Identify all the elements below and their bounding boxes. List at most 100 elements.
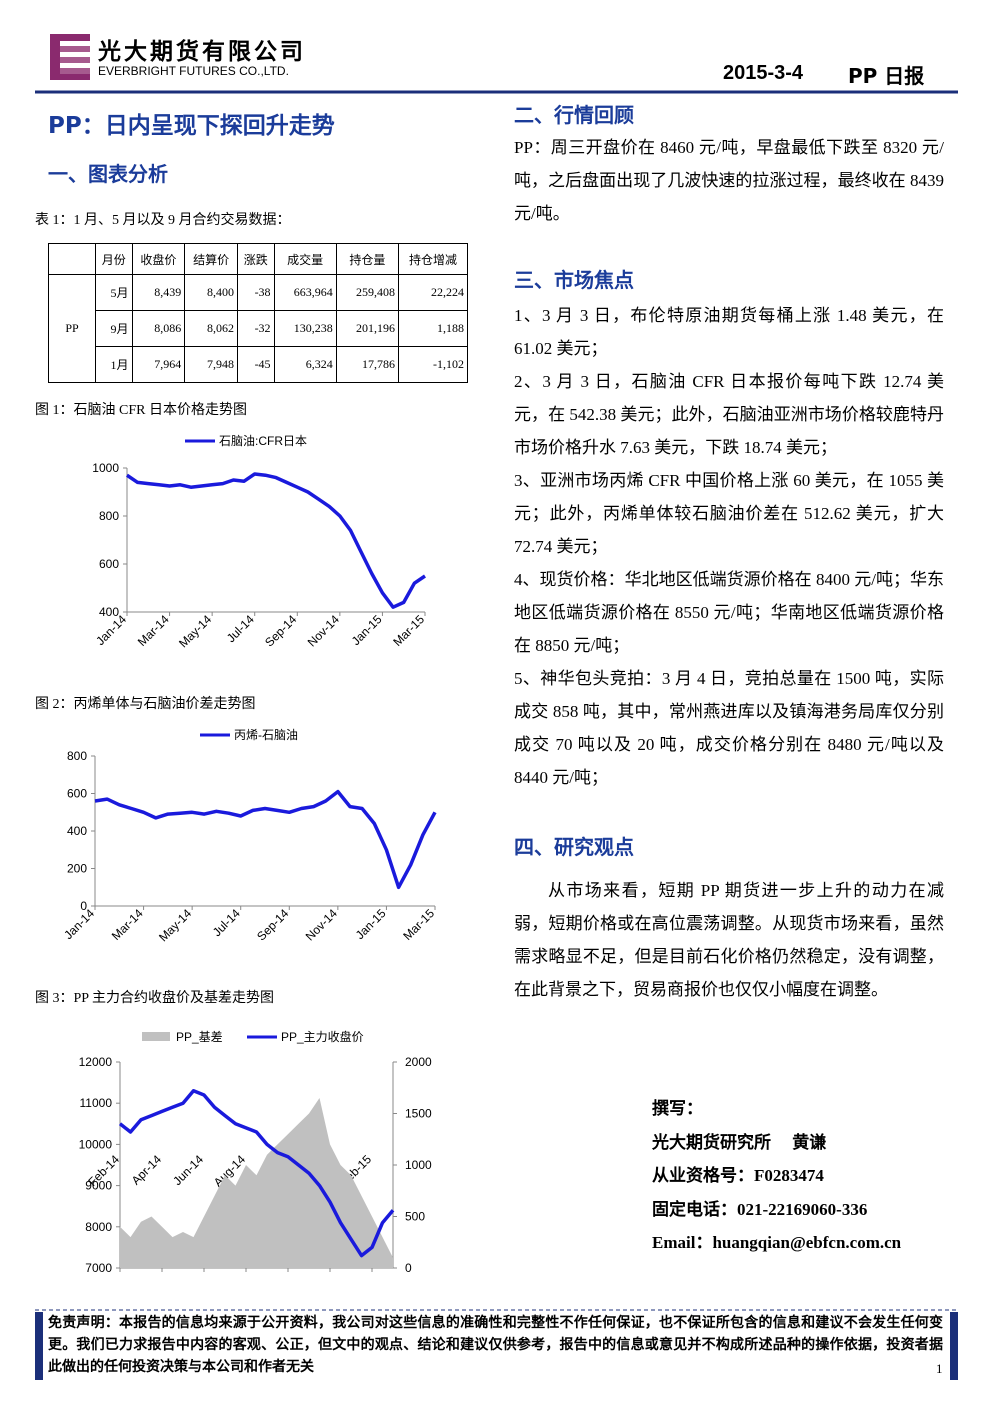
- report-name: PP 日报: [848, 64, 925, 88]
- legend-swatch: [142, 1032, 170, 1041]
- title: PP：日内呈现下探回升走势: [48, 113, 335, 139]
- focus-item: 4、现货价格：华北地区低端货源价格在 8400 元/吨；华东地区低端货源价格在 …: [514, 570, 944, 655]
- table-cell: 8,062: [184, 310, 239, 347]
- y-tick-label: 9000: [85, 1179, 112, 1193]
- table-cell: 5月: [95, 274, 133, 311]
- page-number: 1: [936, 1361, 943, 1376]
- table-cell: -38: [237, 274, 275, 311]
- y-tick-label: 1000: [92, 461, 119, 475]
- y-tick-label: 600: [99, 557, 119, 571]
- column-header: 月份: [95, 243, 133, 275]
- x-tick-label: Apr-14: [129, 1152, 165, 1188]
- table-cell: 6,324: [273, 346, 337, 383]
- logo: [50, 34, 90, 80]
- section-heading: 四、研究观点: [514, 835, 634, 859]
- column-header: 持仓量: [335, 243, 399, 275]
- column-header: 涨跌: [237, 243, 275, 275]
- column-header: 成交量: [273, 243, 337, 275]
- y-tick-label: 400: [99, 605, 119, 619]
- x-tick-label: Jul-14: [210, 906, 243, 939]
- y-tick-label: 400: [67, 824, 87, 838]
- focus-item: 2、3 月 3 日，石脑油 CFR 日本报价每吨下跌 12.74 美元，在 54…: [514, 372, 944, 457]
- y-tick-label: 10000: [79, 1137, 113, 1151]
- x-tick-label: Mar-14: [135, 612, 172, 649]
- table-cell: -45: [237, 346, 275, 383]
- x-tick-label: Sep-14: [254, 906, 291, 943]
- y-tick-label: 7000: [85, 1261, 112, 1275]
- company-en: EVERBRIGHT FUTURES CO.,LTD.: [98, 64, 289, 78]
- table-cell: 8,400: [184, 274, 239, 311]
- focus-item: 1、3 月 3 日，布伦特原油期货每桶上涨 1.48 美元，在 61.02 美元…: [514, 306, 944, 358]
- author-block: 撰写： 光大期货研究所 黄谦 从业资格号：F0283474 固定电话：021-2216…: [652, 1092, 901, 1260]
- y-tick-label: 200: [67, 862, 87, 876]
- paragraph: 从市场来看，短期 PP 期货进一步上升的动力在减弱，短期价格或在高位震荡调整。从…: [514, 881, 944, 999]
- legend-label: PP_主力收盘价: [281, 1029, 364, 1044]
- company-cn: 光大期货有限公司: [98, 39, 306, 65]
- figure-caption: 图 1：石脑油 CFR 日本价格走势图: [35, 403, 247, 418]
- x-tick-label: Jan-14: [61, 906, 97, 942]
- paragraph: PP：周三开盘价在 8460 元/吨，早盘最低下跌至 8320 元/吨，之后盘面…: [514, 138, 944, 223]
- x-tick-label: May-14: [156, 906, 194, 944]
- table-cell: 7,964: [131, 346, 186, 383]
- data-table: 月份 收盘价 结算价 涨跌 成交量 持仓量 持仓增减 PP 5月 8,439 8,400 -38 663…: [48, 243, 469, 383]
- row-group: PP: [48, 274, 96, 383]
- section-heading: 三、市场焦点: [514, 268, 634, 292]
- x-tick-label: Mar-15: [400, 906, 437, 943]
- legend-label: 石脑油:CFR日本: [219, 434, 307, 448]
- line: [118, 1089, 395, 1258]
- figure-caption: 图 3：PP 主力合约收盘价及基差走势图: [35, 991, 275, 1006]
- table-cell: 130,238: [273, 310, 337, 347]
- y2-tick-label: 0: [405, 1261, 412, 1275]
- x-tick-label: Sep-14: [262, 612, 299, 649]
- table-cell: 9月: [95, 310, 133, 347]
- x-tick-label: Jun-14: [170, 1152, 206, 1188]
- table-cell: 8,439: [131, 274, 186, 311]
- column-header: 结算价: [184, 243, 239, 275]
- table-corner: [48, 243, 96, 275]
- table-row: 9月 8,086 8,062 -32 130,238 201,196 1,188: [49, 310, 469, 347]
- table-row: 1月 7,964 7,948 -45 6,324 17,786 -1,102: [49, 346, 469, 383]
- y-tick-label: 0: [80, 899, 87, 913]
- table-row: 月份 收盘价 结算价 涨跌 成交量 持仓量 持仓增减: [48, 243, 469, 275]
- legend-label: 丙烯-石脑油: [234, 728, 298, 742]
- table-cell: -1,102: [397, 346, 469, 383]
- y2-tick-label: 2000: [405, 1055, 432, 1069]
- y-tick-label: 600: [67, 787, 87, 801]
- y-tick-label: 8000: [85, 1220, 112, 1234]
- x-tick-label: Jul-14: [224, 612, 257, 645]
- y-tick-label: 800: [67, 749, 87, 763]
- x-tick-label: Nov-14: [303, 906, 340, 943]
- disclaimer: 免责声明：本报告的信息均来源于公开资料，我公司对这些信息的准确性和完整性不作任何…: [48, 1316, 943, 1375]
- x-tick-label: May-14: [176, 612, 214, 650]
- author-line: 光大期货研究所 黄谦: [652, 1132, 827, 1152]
- table-cell: 201,196: [335, 310, 399, 347]
- y-tick-label: 800: [99, 509, 119, 523]
- focus-item: 3、亚洲市场丙烯 CFR 中国价格上涨 60 美元，在 1055 美元；此外，丙…: [514, 471, 944, 556]
- table-row: PP 5月 8,439 8,400 -38 663,964 259,408 22,224: [48, 274, 469, 383]
- table-caption: 表 1：1 月、5 月以及 9 月合约交易数据：: [35, 213, 291, 228]
- x-tick-label: Jan-15: [349, 612, 385, 648]
- table-cell: 1,188: [397, 310, 469, 347]
- x-tick-label: Mar-14: [109, 906, 146, 943]
- focus-item: 5、神华包头竞拍：3 月 4 日，竞拍总量在 1500 吨，实际成交 858 吨…: [514, 669, 944, 787]
- y2-tick-label: 1500: [405, 1107, 432, 1121]
- table-cell: 17,786: [335, 346, 399, 383]
- table-cell: 22,224: [397, 274, 469, 311]
- line: [94, 789, 437, 890]
- x-tick-label: Jan-15: [353, 906, 389, 942]
- section-heading: 二、行情回顾: [514, 103, 634, 127]
- author-line: 从业资格号：F0283474: [652, 1166, 824, 1185]
- focus-list: 1、3 月 3 日，布伦特原油期货每桶上涨 1.48 美元，在 61.02 美元…: [514, 299, 944, 794]
- area: [120, 1098, 393, 1268]
- table-cell: 7,948: [184, 346, 239, 383]
- bar: [35, 1312, 43, 1380]
- table-cell: 663,964: [273, 274, 337, 311]
- line: [126, 472, 426, 609]
- legend-label: PP_基差: [176, 1030, 223, 1044]
- column-header: 收盘价: [131, 243, 186, 275]
- column-header: 持仓增减: [397, 243, 469, 275]
- x-tick-label: Nov-14: [305, 612, 342, 649]
- table-cell: 1月: [95, 346, 133, 383]
